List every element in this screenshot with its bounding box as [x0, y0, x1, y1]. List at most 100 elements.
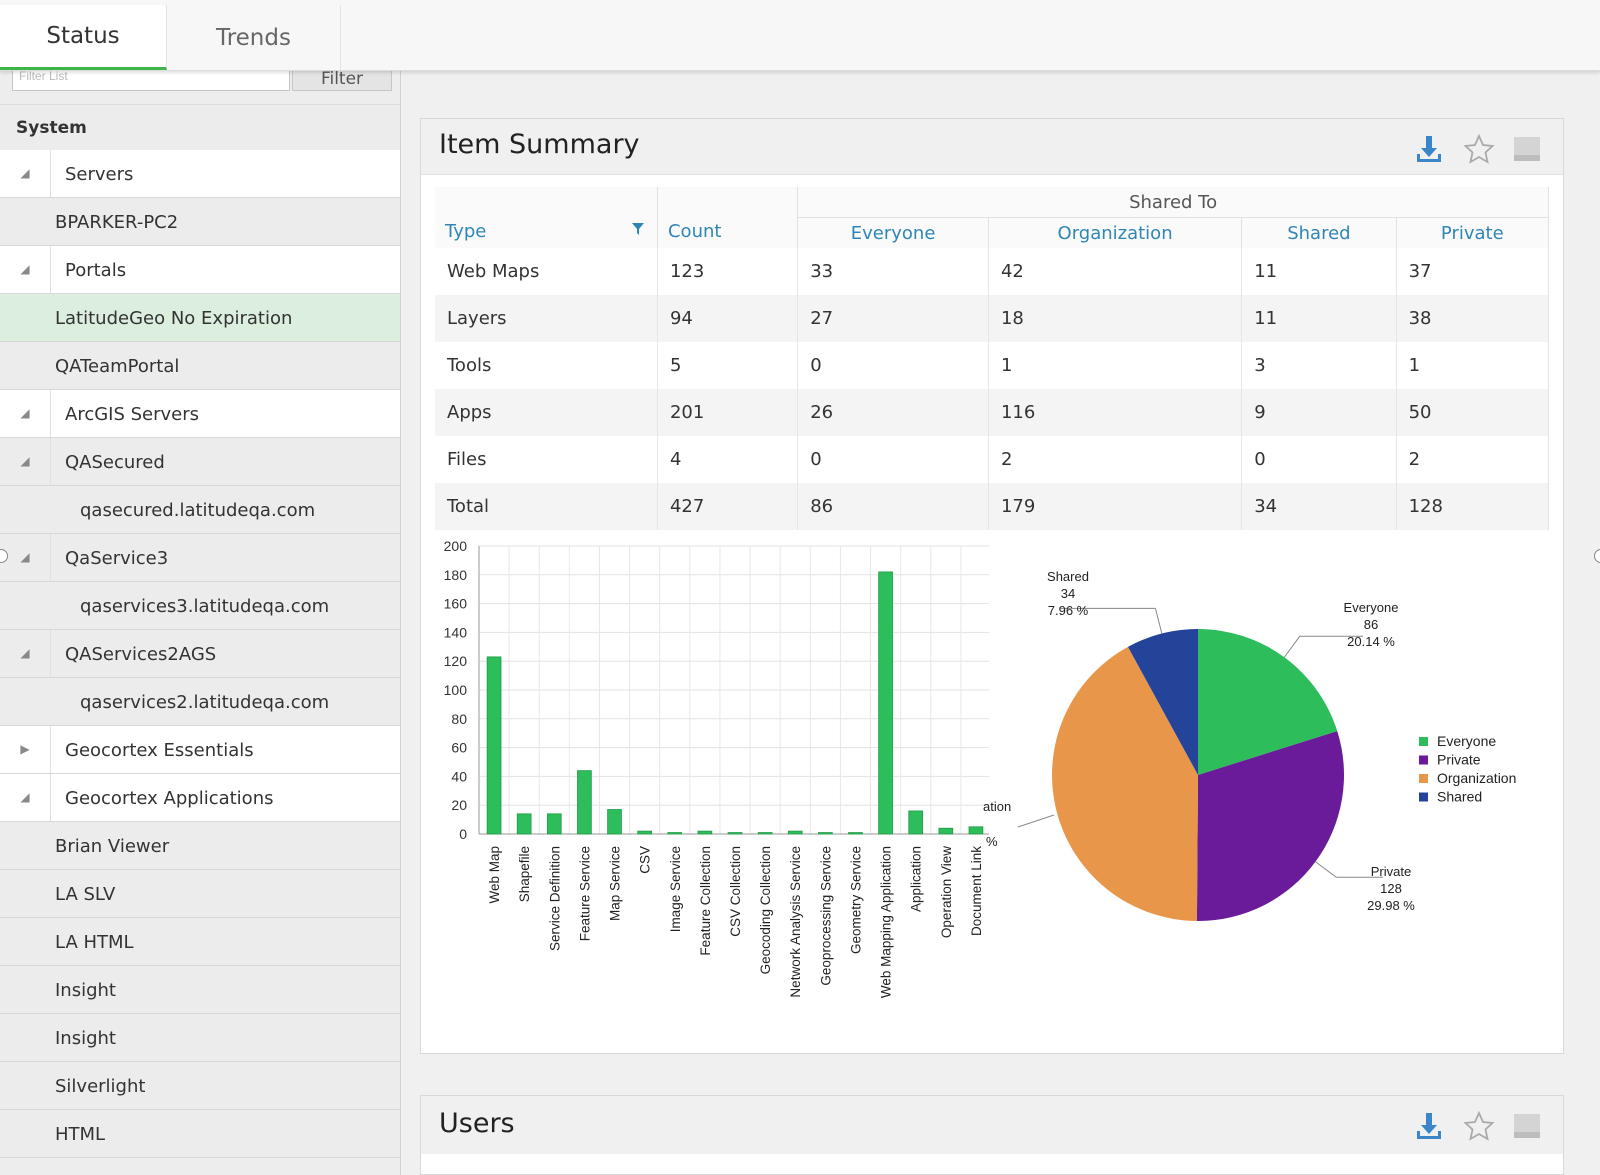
table-row[interactable]: Tools 5 0 1 3 1: [435, 342, 1550, 389]
item-summary-title: Item Summary: [439, 129, 640, 160]
bar[interactable]: [787, 830, 803, 835]
table-cell: 27: [797, 295, 989, 342]
tree-group[interactable]: ◢ QASecured: [0, 438, 400, 486]
tree-item-label: HTML: [55, 1124, 106, 1145]
tab-status[interactable]: Status: [0, 5, 167, 70]
table-row[interactable]: Apps 201 26 116 9 50: [435, 389, 1550, 436]
system-header: System: [0, 104, 400, 152]
filter-button[interactable]: Filter: [292, 70, 392, 91]
x-tick-label: Operation View: [939, 846, 954, 938]
bar[interactable]: [727, 832, 743, 835]
bar[interactable]: [667, 832, 683, 835]
tree-item[interactable]: LatitudeGeo No Expiration: [0, 294, 400, 342]
bar[interactable]: [577, 770, 592, 835]
tree-group[interactable]: ◢ Geocortex Applications: [0, 774, 400, 822]
tab-trends[interactable]: Trends: [167, 5, 341, 70]
table-cell: Apps: [435, 389, 658, 436]
expanded-triangle-icon[interactable]: ◢: [0, 630, 51, 677]
pie-slice-everyone[interactable]: [1198, 629, 1338, 775]
tree-item[interactable]: HTML: [0, 1110, 400, 1158]
bar[interactable]: [516, 813, 532, 835]
tree-item[interactable]: Brian Viewer: [0, 822, 400, 870]
col-everyone[interactable]: Everyone: [797, 217, 989, 248]
x-tick-label: Feature Collection: [698, 846, 713, 956]
bar[interactable]: [878, 571, 893, 835]
item-summary-header: Item Summary: [421, 119, 1563, 175]
expanded-triangle-icon[interactable]: ◢: [0, 774, 51, 821]
star-icon[interactable]: [1463, 1110, 1495, 1142]
tree-group[interactable]: ◢ QaService3: [0, 534, 400, 582]
bar[interactable]: [818, 832, 833, 835]
x-tick-label: Network Analysis Service: [788, 846, 803, 998]
tree-item[interactable]: qaservices3.latitudeqa.com: [0, 582, 400, 630]
tree-group[interactable]: ◢ QAServices2AGS: [0, 630, 400, 678]
table-cell: 11: [1241, 248, 1397, 295]
x-tick-label: Service Definition: [547, 846, 562, 951]
tree-item-label: qaservices3.latitudeqa.com: [80, 596, 330, 617]
bar[interactable]: [607, 809, 622, 835]
table-cell: 3: [1241, 342, 1397, 389]
col-count[interactable]: Count: [657, 187, 799, 248]
minimize-icon[interactable]: [1511, 1110, 1543, 1142]
expanded-triangle-icon[interactable]: ◢: [0, 534, 51, 581]
y-tick-label: 80: [451, 711, 467, 727]
tree-item[interactable]: Silverlight: [0, 1062, 400, 1110]
tree-item-label: Brian Viewer: [55, 836, 170, 857]
table-cell: 37: [1396, 248, 1550, 295]
table-row[interactable]: Layers 94 27 18 11 38: [435, 295, 1550, 342]
tree-item[interactable]: BPARKER-PC2: [0, 198, 400, 246]
table-row[interactable]: Web Maps 123 33 42 11 37: [435, 248, 1550, 295]
collapsed-triangle-icon[interactable]: ▶: [0, 726, 51, 773]
bar[interactable]: [908, 810, 924, 835]
pie-slice-private[interactable]: [1196, 731, 1344, 921]
tree-item[interactable]: Insight: [0, 966, 400, 1014]
tree-item[interactable]: QATeamPortal: [0, 342, 400, 390]
bar[interactable]: [848, 832, 863, 835]
bar[interactable]: [697, 830, 713, 835]
tree-group[interactable]: ▶ Geocortex Essentials: [0, 726, 400, 774]
bar[interactable]: [757, 832, 773, 835]
table-row[interactable]: Total 427 86 179 34 128: [435, 483, 1550, 530]
filter-input[interactable]: Filter List: [12, 70, 290, 91]
expanded-triangle-icon[interactable]: ◢: [0, 150, 51, 197]
item-summary-table: Type Count Shared To Everyone Organizati…: [435, 187, 1550, 530]
expanded-triangle-icon[interactable]: ◢: [0, 438, 51, 485]
col-count-label: Count: [667, 221, 722, 242]
expanded-triangle-icon[interactable]: ◢: [0, 246, 51, 293]
bar[interactable]: [486, 656, 502, 835]
table-cell: 86: [797, 483, 989, 530]
table-row[interactable]: Files 4 0 2 0 2: [435, 436, 1550, 483]
col-organization[interactable]: Organization: [988, 217, 1243, 248]
pie-data-label: 34: [1061, 586, 1075, 601]
bar[interactable]: [637, 830, 652, 835]
download-icon[interactable]: [1413, 1110, 1445, 1142]
filter-funnel-icon[interactable]: [631, 222, 645, 236]
col-shared[interactable]: Shared: [1241, 217, 1397, 248]
shared-to-header: Shared To: [797, 187, 1549, 218]
expanded-triangle-icon[interactable]: ◢: [0, 390, 51, 437]
tree-item-label: QAServices2AGS: [65, 644, 217, 665]
minimize-icon[interactable]: [1511, 133, 1543, 165]
download-icon[interactable]: [1413, 133, 1445, 165]
tree-item[interactable]: qaservices2.latitudeqa.com: [0, 678, 400, 726]
tree-item[interactable]: LA HTML: [0, 918, 400, 966]
tree-group[interactable]: ◢ Portals: [0, 246, 400, 294]
tree-group[interactable]: ◢ Servers: [0, 150, 400, 198]
bar[interactable]: [968, 826, 984, 835]
tree-group[interactable]: ◢ ArcGIS Servers: [0, 390, 400, 438]
star-icon[interactable]: [1463, 133, 1495, 165]
pie-slice-organization[interactable]: [1052, 646, 1198, 921]
right-resize-handle[interactable]: [1594, 549, 1600, 563]
col-type[interactable]: Type: [435, 187, 658, 248]
pie-slice-shared[interactable]: [1127, 629, 1198, 775]
legend-label: Shared: [1437, 789, 1482, 805]
table-cell: 18: [988, 295, 1243, 342]
tree-item[interactable]: qasecured.latitudeqa.com: [0, 486, 400, 534]
bar[interactable]: [546, 813, 562, 835]
bar[interactable]: [938, 827, 954, 835]
y-tick-label: 0: [459, 826, 467, 842]
tree-item[interactable]: LA SLV: [0, 870, 400, 918]
tree-item[interactable]: Insight: [0, 1014, 400, 1062]
y-tick-label: 40: [451, 768, 467, 784]
col-private[interactable]: Private: [1396, 217, 1550, 248]
